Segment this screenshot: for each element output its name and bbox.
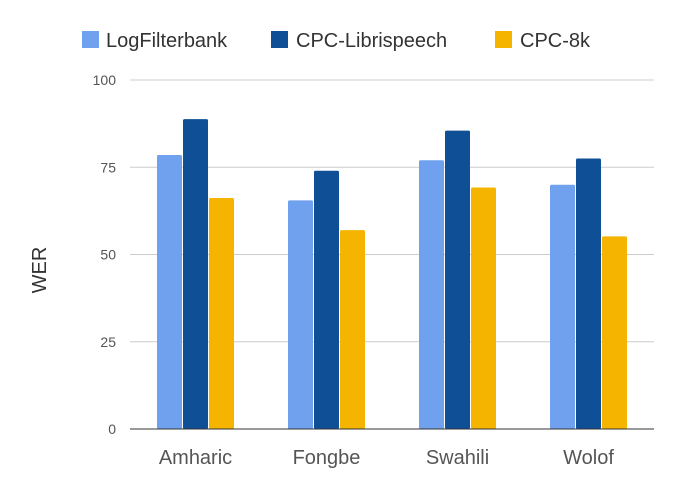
legend: LogFilterbank CPC-Librispeech CPC-8k	[82, 30, 591, 52]
x-category-label: Swahili	[426, 447, 489, 469]
y-axis-ticks: 0 25 50 75 100	[93, 72, 117, 437]
legend-label: LogFilterbank	[106, 30, 228, 52]
legend-label: CPC-8k	[520, 30, 591, 52]
y-tick-label: 100	[93, 72, 117, 88]
legend-swatch	[495, 31, 512, 48]
x-axis-categories: Amharic Fongbe Swahili Wolof	[159, 447, 615, 469]
bar-cpc-8k-swahili	[471, 187, 496, 429]
bar-cpc-8k-fongbe	[340, 230, 365, 429]
bar-cpc-librispeech-swahili	[445, 130, 470, 430]
y-tick-label: 75	[100, 159, 116, 175]
bar-logfilterbank-wolof	[550, 184, 575, 429]
bar-cpc-librispeech-amharic	[183, 119, 208, 429]
y-axis-title: WER	[29, 247, 51, 294]
gridlines	[130, 79, 654, 343]
legend-swatch	[271, 31, 288, 48]
bar-logfilterbank-fongbe	[288, 200, 313, 429]
bar-cpc-librispeech-wolof	[576, 158, 601, 429]
x-category-label: Amharic	[159, 447, 232, 469]
y-tick-label: 50	[100, 247, 116, 263]
bar-cpc-8k-amharic	[209, 197, 234, 429]
legend-swatch	[82, 31, 99, 48]
legend-label: CPC-Librispeech	[296, 30, 447, 52]
bar-logfilterbank-amharic	[157, 155, 182, 429]
bar-cpc-librispeech-fongbe	[314, 170, 339, 430]
y-tick-label: 0	[108, 421, 116, 437]
bar-cpc-8k-wolof	[602, 236, 627, 429]
bar-logfilterbank-swahili	[419, 160, 444, 429]
x-category-label: Wolof	[563, 447, 614, 469]
y-tick-label: 25	[100, 334, 116, 350]
bars	[157, 119, 627, 430]
x-category-label: Fongbe	[293, 447, 361, 469]
